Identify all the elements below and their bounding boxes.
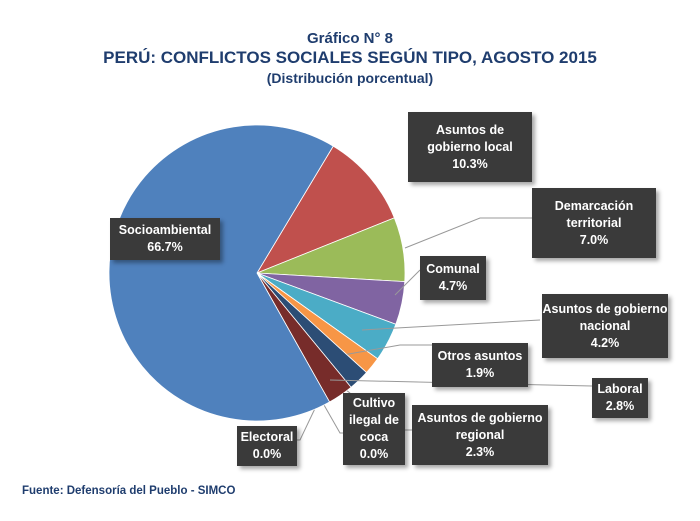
slice-label: Socioambiental	[118, 223, 212, 237]
slice-value: 1.9%	[465, 366, 495, 380]
leader-line	[297, 397, 321, 441]
data-label: Otros asuntos 1.9%	[432, 343, 528, 387]
slice-value: 4.7%	[438, 279, 468, 293]
leader-line	[394, 269, 421, 296]
slice-value: 0.0%	[252, 447, 282, 461]
slice-value: 10.3%	[452, 156, 488, 171]
data-label: Electoral 0.0%	[237, 426, 297, 466]
slice-value: 2.3%	[465, 444, 495, 459]
slice-label: Demarcación territorial	[554, 198, 634, 230]
data-label: Asuntos de gobierno regional 2.3%	[412, 405, 548, 465]
slice-label: Asuntos de gobierno regional	[417, 410, 543, 442]
data-label: Comunal 4.7%	[420, 256, 486, 300]
leader-line	[342, 344, 432, 356]
source-note: Fuente: Defensoría del Pueblo - SIMCO	[22, 485, 236, 497]
slice-value: 66.7%	[147, 240, 183, 254]
slice-value: 4.2%	[590, 335, 620, 350]
slice-label: Asuntos de gobierno nacional	[542, 301, 668, 333]
slice-label: Asuntos de gobierno local	[427, 122, 513, 154]
pie-slice	[256, 145, 395, 274]
slice-label: Electoral	[240, 430, 294, 444]
slice-value: 0.0%	[359, 447, 389, 461]
slice-value: 7.0%	[579, 232, 609, 247]
chart-subtitle: (Distribución porcentual)	[266, 70, 434, 86]
pie-slice	[108, 124, 334, 422]
slice-label: Cultivo ilegal de coca	[348, 396, 400, 444]
chart-kicker: Gráfico N° 8	[306, 30, 394, 47]
data-label: Cultivo ilegal de coca 0.0%	[343, 393, 405, 465]
slice-label: Laboral	[597, 382, 643, 396]
data-label: Asuntos de gobierno nacional 4.2%	[542, 294, 668, 358]
slice-value: 2.8%	[605, 399, 635, 413]
slice-label: Comunal	[426, 262, 480, 276]
data-label: Socioambiental 66.7%	[110, 218, 220, 260]
chart-title: PERÚ: CONFLICTOS SOCIALES SEGÚN TIPO, AG…	[103, 48, 597, 67]
data-label: Asuntos de gobierno local 10.3%	[408, 112, 532, 182]
slice-label: Otros asuntos	[437, 349, 523, 363]
leader-line	[404, 217, 532, 249]
leader-line	[361, 319, 541, 331]
leader-line	[319, 397, 343, 434]
data-label: Laboral 2.8%	[592, 378, 648, 418]
data-label: Demarcación territorial 7.0%	[532, 188, 656, 258]
